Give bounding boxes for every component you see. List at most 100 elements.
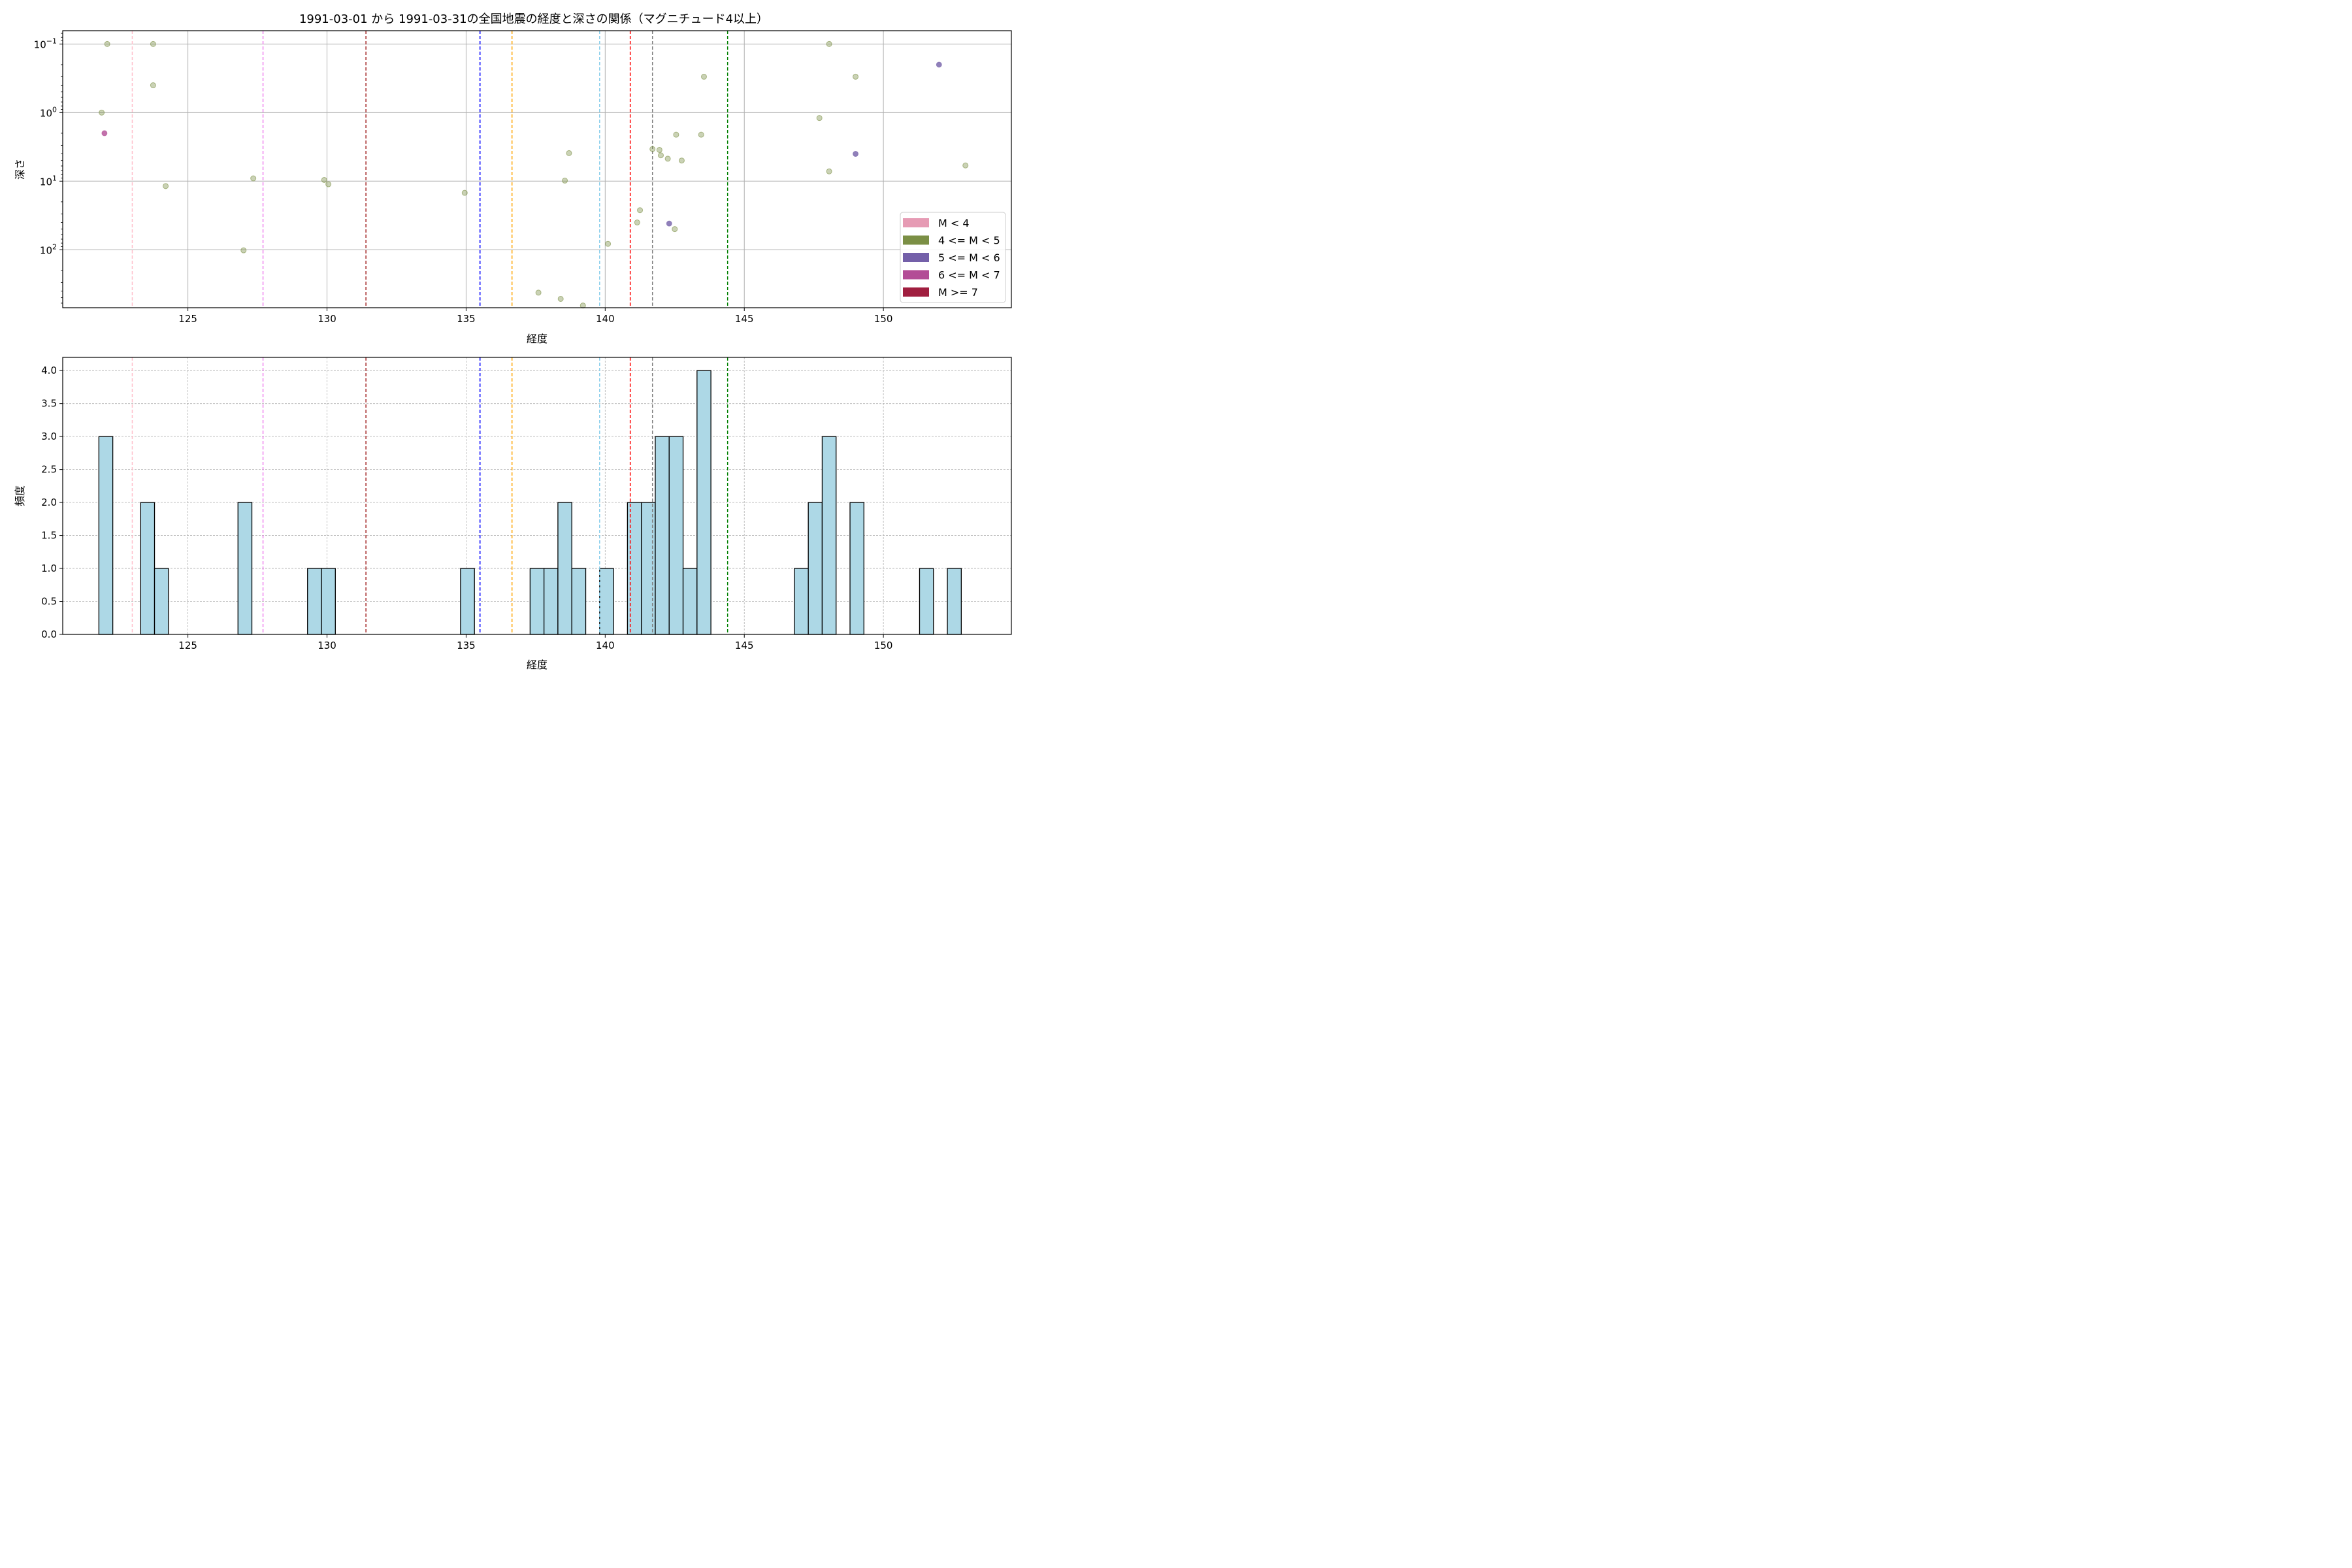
scatter-point <box>826 168 832 174</box>
histogram-bar <box>571 568 587 635</box>
scatter-point <box>461 189 468 196</box>
y-tick-label: 101 <box>40 174 57 188</box>
y-tick-label: 3.0 <box>41 431 57 442</box>
histogram-bar <box>655 436 670 635</box>
histogram-bar <box>154 568 169 635</box>
legend-swatch <box>903 270 929 280</box>
histogram-bar <box>668 436 684 635</box>
histogram-bar <box>794 568 809 635</box>
y-axis-label: 深さ <box>14 159 26 180</box>
y-tick-exponent: 2 <box>52 242 57 251</box>
legend: M < 4 4 <= M < 5 5 <= M < 6 6 <= M < 7 M >= … <box>900 212 1006 303</box>
histogram-bar <box>321 568 336 635</box>
legend-label: M < 4 <box>938 217 970 229</box>
x-tick-label: 140 <box>596 313 615 325</box>
histogram-bar <box>140 502 155 635</box>
x-tick-label: 140 <box>596 640 615 651</box>
x-tick-label: 150 <box>874 313 893 325</box>
y-tick-base: 10 <box>40 176 52 188</box>
scatter-point <box>557 295 564 302</box>
histogram-bar <box>627 502 642 635</box>
chart-title: 1991-03-01 から 1991-03-31の全国地震の経度と深さの関係（マ… <box>299 12 768 26</box>
histogram-bar <box>808 502 823 635</box>
scatter-point <box>637 207 644 214</box>
scatter-point <box>826 41 832 47</box>
legend-box <box>900 212 1006 303</box>
histogram-bar <box>641 502 656 635</box>
scatter-point <box>962 162 969 169</box>
histogram-bar <box>307 568 322 635</box>
legend-swatch <box>903 235 929 245</box>
x-tick-label: 130 <box>318 640 336 651</box>
y-axis-label: 頻度 <box>14 485 26 506</box>
histogram-bar <box>543 568 559 635</box>
legend-label: 4 <= M < 5 <box>938 235 1000 247</box>
scatter-point <box>698 131 704 138</box>
histogram-bar <box>599 568 614 635</box>
legend-label: 5 <= M < 6 <box>938 252 1000 264</box>
legend-label: 6 <= M < 7 <box>938 269 1000 282</box>
legend-swatch <box>903 287 929 297</box>
histogram-bar <box>237 502 253 635</box>
y-tick-label: 2.5 <box>41 464 57 476</box>
histogram-bar <box>947 568 962 635</box>
y-tick-exponent: −1 <box>46 37 57 45</box>
histogram-bar <box>849 502 864 635</box>
scatter-point <box>672 226 678 233</box>
histogram-bar <box>919 568 934 635</box>
y-tick-label: 102 <box>40 242 57 256</box>
y-tick-label: 100 <box>40 105 57 119</box>
scatter-point <box>853 151 859 157</box>
y-tick-label: 0.0 <box>41 629 57 640</box>
legend-swatch <box>903 218 929 227</box>
scatter-point <box>656 146 662 153</box>
scatter-point <box>150 82 156 89</box>
histogram-panel: 125 130 135 140 145 150 0.0 0.5 1.0 1.5 2.0 2.5 3.0 3… <box>14 357 1012 671</box>
plot-frame <box>62 30 1012 308</box>
scatter-point <box>566 150 572 156</box>
x-tick-label: 145 <box>735 313 754 325</box>
y-tick-base: 10 <box>34 39 46 50</box>
scatter-point <box>634 220 640 226</box>
legend-swatch <box>903 253 929 262</box>
histogram-bar <box>696 370 711 635</box>
y-tick-label: 2.0 <box>41 497 57 508</box>
y-tick-base: 10 <box>40 244 52 256</box>
scatter-point <box>580 302 586 309</box>
scatter-point <box>104 41 110 47</box>
x-tick-label: 145 <box>735 640 754 651</box>
x-tick-label: 130 <box>318 313 336 325</box>
legend-label: M >= 7 <box>938 286 978 299</box>
histogram-bar <box>460 568 475 635</box>
y-tick-exponent: 0 <box>52 105 57 114</box>
x-tick-label: 125 <box>178 313 197 325</box>
chart-root: 1991-03-01 から 1991-03-31の全国地震の経度と深さの関係（マ… <box>0 0 1024 683</box>
scatter-point <box>163 183 169 189</box>
scatter-point <box>700 73 707 80</box>
x-tick-label: 150 <box>874 640 893 651</box>
y-tick-label: 10−1 <box>34 37 57 50</box>
scatter-point <box>535 289 542 296</box>
scatter-point <box>250 175 257 182</box>
scatter-point <box>678 157 685 164</box>
scatter-point <box>150 41 156 47</box>
y-tick-label: 1.0 <box>41 563 57 574</box>
y-tick-label: 3.5 <box>41 398 57 410</box>
x-tick-label: 135 <box>457 640 476 651</box>
scatter-point <box>936 61 942 68</box>
scatter-point <box>240 247 247 253</box>
scatter-point <box>325 181 332 188</box>
histogram-bar <box>98 436 114 635</box>
y-tick-label: 1.5 <box>41 530 57 542</box>
figure: 1991-03-01 から 1991-03-31の全国地震の経度と深さの関係（マ… <box>14 12 1012 671</box>
y-tick-label: 4.0 <box>41 365 57 376</box>
scatter-point <box>562 177 568 184</box>
scatter-point <box>853 73 859 80</box>
scatter-point <box>99 109 105 116</box>
scatter-point <box>664 155 671 162</box>
y-tick-exponent: 1 <box>52 174 57 182</box>
scatter-point <box>816 115 823 122</box>
x-axis-label: 経度 <box>527 659 547 671</box>
scatter-point <box>605 240 612 247</box>
